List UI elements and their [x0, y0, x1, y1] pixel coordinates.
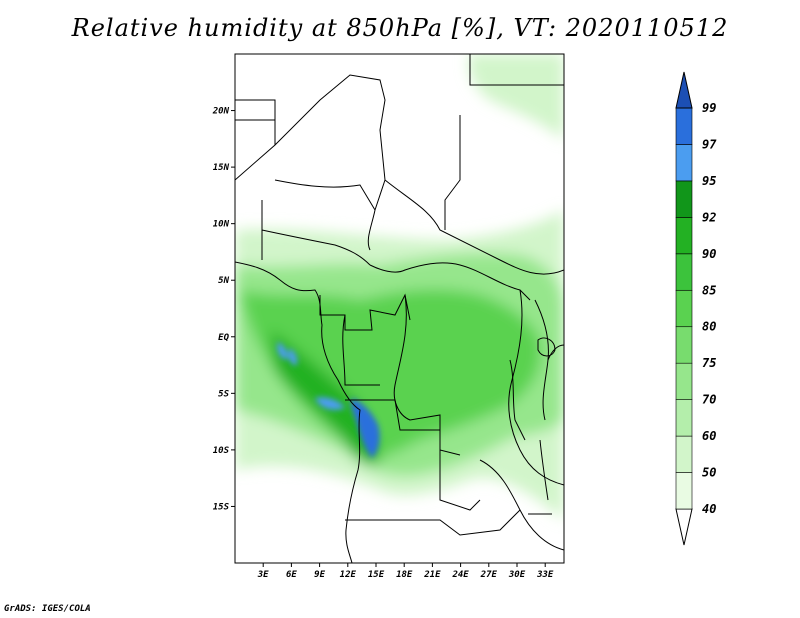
- colorbar-label: 92: [702, 210, 716, 224]
- colorbar-segment: [675, 253, 693, 291]
- lon-tick-label: 18E: [396, 570, 413, 580]
- map-frame: [234, 53, 565, 564]
- lon-tick-label: 33E: [536, 570, 554, 580]
- colorbar-label: 70: [702, 393, 716, 407]
- lat-tick-label: 15S: [213, 502, 230, 512]
- lat-tick-label: EQ: [218, 333, 229, 343]
- colorbar-segment: [675, 472, 693, 510]
- lat-tick-label: 15N: [213, 163, 230, 173]
- lon-tick-label: 30E: [508, 570, 526, 580]
- colorbar-segment: [675, 144, 693, 182]
- humidity-field: [235, 54, 564, 520]
- colorbar-label: 85: [702, 283, 716, 297]
- map-title: Relative humidity at 850hPa [%], VT: 202…: [71, 14, 729, 42]
- lon-tick-label: 6E: [286, 570, 297, 580]
- colorbar-label: 90: [702, 247, 716, 261]
- lat-tick-label: 5S: [218, 389, 229, 399]
- colorbar-label: 99: [702, 101, 716, 115]
- lat-tick-label: 10S: [213, 446, 230, 456]
- borders: [235, 54, 564, 563]
- colorbar-segment: [675, 326, 693, 364]
- colorbar-label: 60: [702, 429, 716, 443]
- colorbar-segment: [675, 289, 693, 328]
- colorbar-label: 40: [702, 502, 716, 516]
- colorbar-label: 80: [702, 320, 716, 334]
- colorbar-upper-extension: [675, 71, 693, 109]
- lon-tick-label: 27E: [480, 570, 498, 580]
- grads-credit: GrADS: IGES/COLA: [4, 604, 91, 614]
- lon-tick-label: 12E: [340, 570, 357, 580]
- colorbar-segment: [675, 217, 693, 255]
- lon-tick-label: 3E: [257, 570, 269, 580]
- colorbar-lower-extension: [675, 508, 693, 546]
- colorbar-segment: [675, 435, 693, 473]
- lon-tick-label: 15E: [368, 570, 385, 580]
- lat-tick-label: 5N: [218, 276, 229, 286]
- lat-tick-label: 20N: [212, 107, 230, 117]
- lon-tick-label: 21E: [423, 570, 441, 580]
- colorbar-label: 75: [702, 356, 716, 370]
- colorbar-segment: [675, 180, 693, 218]
- colorbar: 40 50 60 70 75 80 85 90 92 95 97 99: [675, 71, 717, 546]
- colorbar-label: 97: [702, 137, 717, 151]
- colorbar-label: 95: [702, 174, 716, 188]
- lon-tick-label: 9E: [314, 570, 325, 580]
- lon-tick-label: 24E: [451, 570, 469, 580]
- colorbar-segment: [675, 362, 693, 400]
- latitude-axis: 20N 15N 10N 5N EQ 5S 10S 15S: [212, 107, 235, 512]
- colorbar-label: 50: [702, 466, 716, 480]
- colorbar-segment: [675, 107, 693, 145]
- colorbar-segment: [675, 399, 693, 437]
- longitude-axis: 3E 6E 9E 12E 15E 18E 21E 24E 27E 30E 33E: [257, 563, 554, 580]
- lat-tick-label: 10N: [213, 220, 230, 230]
